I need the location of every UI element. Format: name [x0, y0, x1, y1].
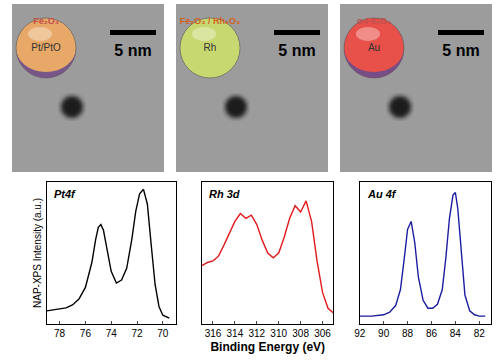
svg-text:90: 90 — [378, 328, 390, 339]
svg-text:316: 316 — [205, 328, 222, 339]
svg-text:312: 312 — [248, 328, 265, 339]
svg-text:Rh 3d: Rh 3d — [209, 188, 240, 200]
svg-text:306: 306 — [314, 328, 331, 339]
svg-text:5 nm: 5 nm — [278, 42, 315, 59]
svg-text:Pt4f: Pt4f — [54, 188, 76, 200]
svg-text:Au 4f: Au 4f — [367, 188, 397, 200]
svg-text:5 nm: 5 nm — [442, 42, 479, 59]
svg-text:76: 76 — [80, 328, 92, 339]
svg-text:Au: Au — [368, 42, 380, 53]
svg-text:Fe₂O₃ / Rh₂O₃: Fe₂O₃ / Rh₂O₃ — [180, 16, 240, 26]
svg-text:92: 92 — [354, 328, 366, 339]
svg-text:86: 86 — [426, 328, 438, 339]
svg-text:78: 78 — [54, 328, 66, 339]
svg-text:314: 314 — [227, 328, 244, 339]
svg-text:82: 82 — [474, 328, 486, 339]
svg-text:5 nm: 5 nm — [114, 42, 151, 59]
svg-text:308: 308 — [292, 328, 309, 339]
svg-text:70: 70 — [157, 328, 169, 339]
svg-text:84: 84 — [450, 328, 462, 339]
svg-text:Pt/PtO: Pt/PtO — [31, 42, 61, 53]
svg-text:NAP-XPS Intensity (a.u.): NAP-XPS Intensity (a.u.) — [32, 198, 43, 308]
svg-text:72: 72 — [131, 328, 143, 339]
svg-text:310: 310 — [270, 328, 287, 339]
svg-text:Binding Energy (eV): Binding Energy (eV) — [210, 340, 325, 354]
svg-text:Fe₂O₃: Fe₂O₃ — [33, 16, 59, 26]
svg-text:74: 74 — [106, 328, 118, 339]
svg-text:α-Fe₂O₃: α-Fe₂O₃ — [357, 16, 391, 26]
svg-text:Rh: Rh — [204, 42, 217, 53]
svg-text:88: 88 — [402, 328, 414, 339]
